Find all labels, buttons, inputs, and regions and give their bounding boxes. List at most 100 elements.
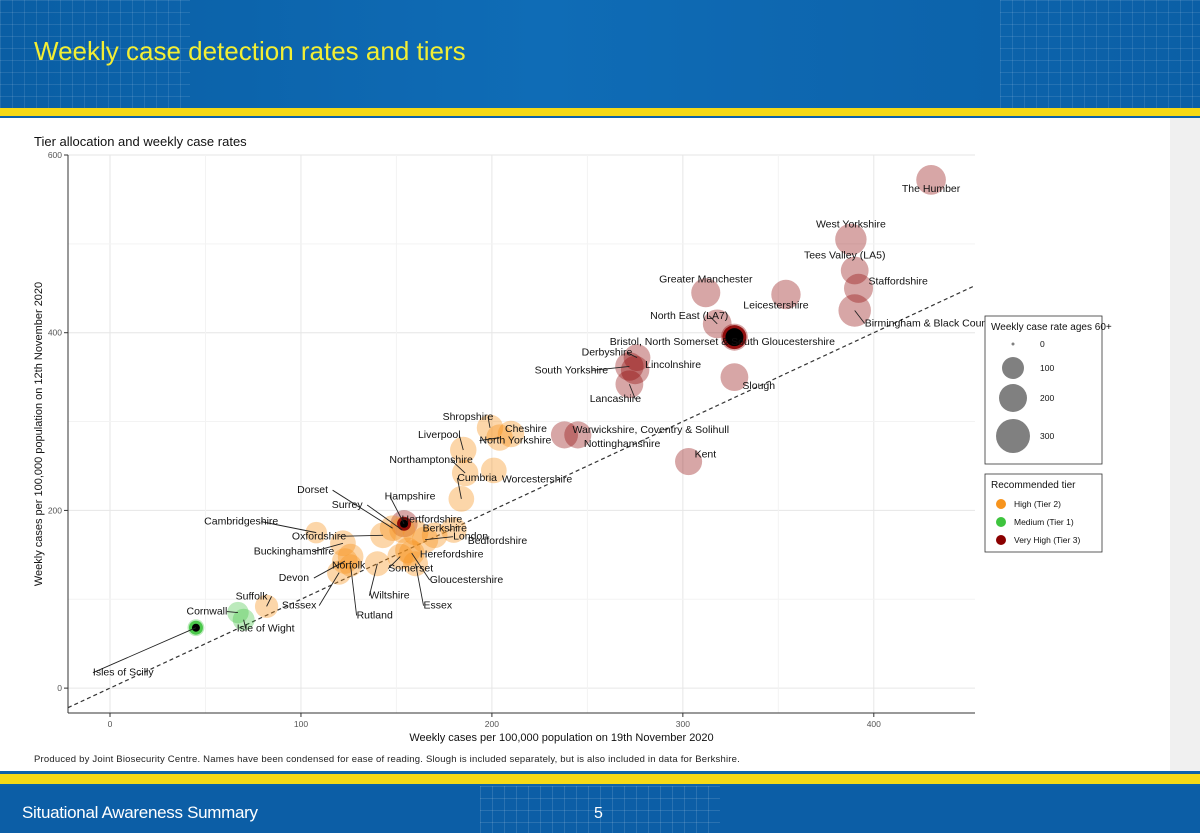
point-label: Leicestershire	[743, 300, 809, 312]
label-leader	[313, 560, 346, 579]
x-tick-label: 100	[294, 719, 308, 729]
point-label: Cheshire	[505, 423, 547, 435]
reference-line	[67, 285, 976, 709]
point-birmingham-black-country	[838, 294, 871, 327]
point-tees-valley-la5-	[840, 256, 869, 285]
point-greater-manchester	[691, 278, 721, 308]
size-legend-label: 300	[1040, 431, 1054, 441]
point-label: South Yorkshire	[535, 364, 609, 376]
point-lincolnshire	[620, 355, 650, 385]
point-label: Norfolk	[332, 560, 366, 572]
label-leader	[368, 563, 378, 596]
point-staffordshire	[843, 273, 874, 303]
label-leader	[92, 627, 197, 674]
point-label: Greater Manchester	[659, 274, 753, 286]
point-solid-core	[725, 328, 744, 347]
point-derbyshire	[623, 344, 651, 371]
point-label: Hertfordshire	[402, 514, 463, 526]
point-label: North Yorkshire	[480, 435, 552, 447]
point-label: Birmingham & Black Country	[865, 317, 1000, 329]
label-leader	[626, 352, 638, 358]
point-label: The Humber	[902, 183, 961, 195]
point-label: Oxfordshire	[292, 530, 346, 542]
y-axis-label: Weekly cases per 100,000 population on 1…	[33, 282, 45, 586]
page-number: 5	[594, 805, 603, 822]
point-essex	[403, 551, 429, 577]
size-legend-label: 0	[1040, 339, 1045, 349]
point-devon	[332, 548, 358, 574]
point-label: Sussex	[282, 600, 317, 612]
point-norfolk	[337, 543, 364, 570]
point-label: Dorset	[297, 484, 328, 496]
point-label: Buckinghamshire	[254, 545, 335, 557]
point-label: Nottinghamshire	[584, 438, 661, 450]
point-label: Warwickshire, Coventry & Solihull	[572, 424, 729, 436]
point-kent	[675, 447, 703, 476]
label-leader	[387, 556, 401, 569]
x-axis-label: Weekly cases per 100,000 population on 1…	[409, 732, 713, 744]
point-label: Derbyshire	[582, 347, 633, 359]
label-leader	[366, 504, 403, 531]
tier-legend-marker	[996, 535, 1006, 545]
point-label: Kent	[695, 449, 717, 461]
point-slough	[720, 363, 749, 392]
x-tick-label: 0	[108, 719, 113, 729]
point-wiltshire	[364, 551, 390, 577]
footer-grid	[480, 786, 720, 833]
y-tick-label: 200	[48, 505, 62, 515]
footer-title: Situational Awareness Summary	[22, 803, 258, 822]
point-label: Rutland	[357, 610, 393, 622]
y-tick-label: 400	[48, 328, 62, 338]
label-leader	[415, 563, 424, 606]
tier-legend-label: High (Tier 2)	[1014, 499, 1061, 509]
label-leader	[425, 536, 454, 541]
x-tick-label: 200	[485, 719, 499, 729]
point-warwickshire-coventry-solihull	[550, 421, 579, 449]
size-legend-title: Weekly case rate ages 60+	[991, 322, 1112, 333]
tier-legend-label: Very High (Tier 3)	[1014, 535, 1080, 545]
point-bedfordshire	[440, 517, 467, 543]
point-oxfordshire	[370, 522, 396, 549]
point-label: Bedfordshire	[468, 535, 528, 547]
grid-lines	[68, 154, 975, 713]
point-label: Suffolk	[236, 590, 269, 602]
label-leader	[318, 572, 340, 606]
panel-right-margin	[1170, 118, 1200, 771]
header-grid-right	[1000, 0, 1200, 108]
point-label: Herefordshire	[420, 548, 484, 560]
header-stripe	[0, 108, 1200, 116]
point-label: Cumbria	[457, 472, 497, 484]
point-labels: The Humber West Yorkshire Tees Valley (LA5…	[92, 183, 1000, 679]
label-leader	[411, 552, 431, 581]
chart-note: Produced by Joint Biosecurity Centre. Na…	[34, 754, 740, 765]
size-legend-marker	[999, 384, 1027, 412]
point-label: London	[453, 531, 488, 543]
label-leader	[708, 315, 718, 325]
label-leader	[450, 459, 466, 474]
label-leader	[479, 437, 500, 441]
point-label: West Yorkshire	[816, 218, 886, 230]
point-worcestershire	[480, 457, 507, 484]
point-berkshire	[421, 522, 448, 549]
point-label: Bristol, North Somerset & South Gloucest…	[610, 336, 835, 348]
y-tick-label: 600	[48, 150, 62, 160]
point-label: Tees Valley (LA5)	[804, 250, 886, 262]
point-label: Lincolnshire	[645, 359, 701, 371]
slide-title: Weekly case detection rates and tiers	[34, 36, 466, 66]
point-label: Somerset	[388, 563, 433, 575]
label-leader	[591, 366, 630, 371]
point-label: Shropshire	[443, 411, 494, 423]
point-nottinghamshire	[564, 421, 592, 449]
label-leader	[350, 565, 358, 616]
tier-legend-marker	[996, 499, 1006, 509]
point-buckinghamshire	[330, 530, 356, 557]
label-leader	[456, 477, 462, 499]
tier-legend-label: Medium (Tier 1)	[1014, 517, 1074, 527]
label-leader	[339, 534, 384, 537]
label-leader	[332, 489, 393, 529]
point-label: Lancashire	[590, 393, 642, 405]
footer-stripe	[0, 774, 1200, 784]
point-solid-core	[400, 519, 409, 528]
point-label: Berkshire	[423, 522, 468, 534]
point-label: Gloucestershire	[430, 574, 504, 586]
